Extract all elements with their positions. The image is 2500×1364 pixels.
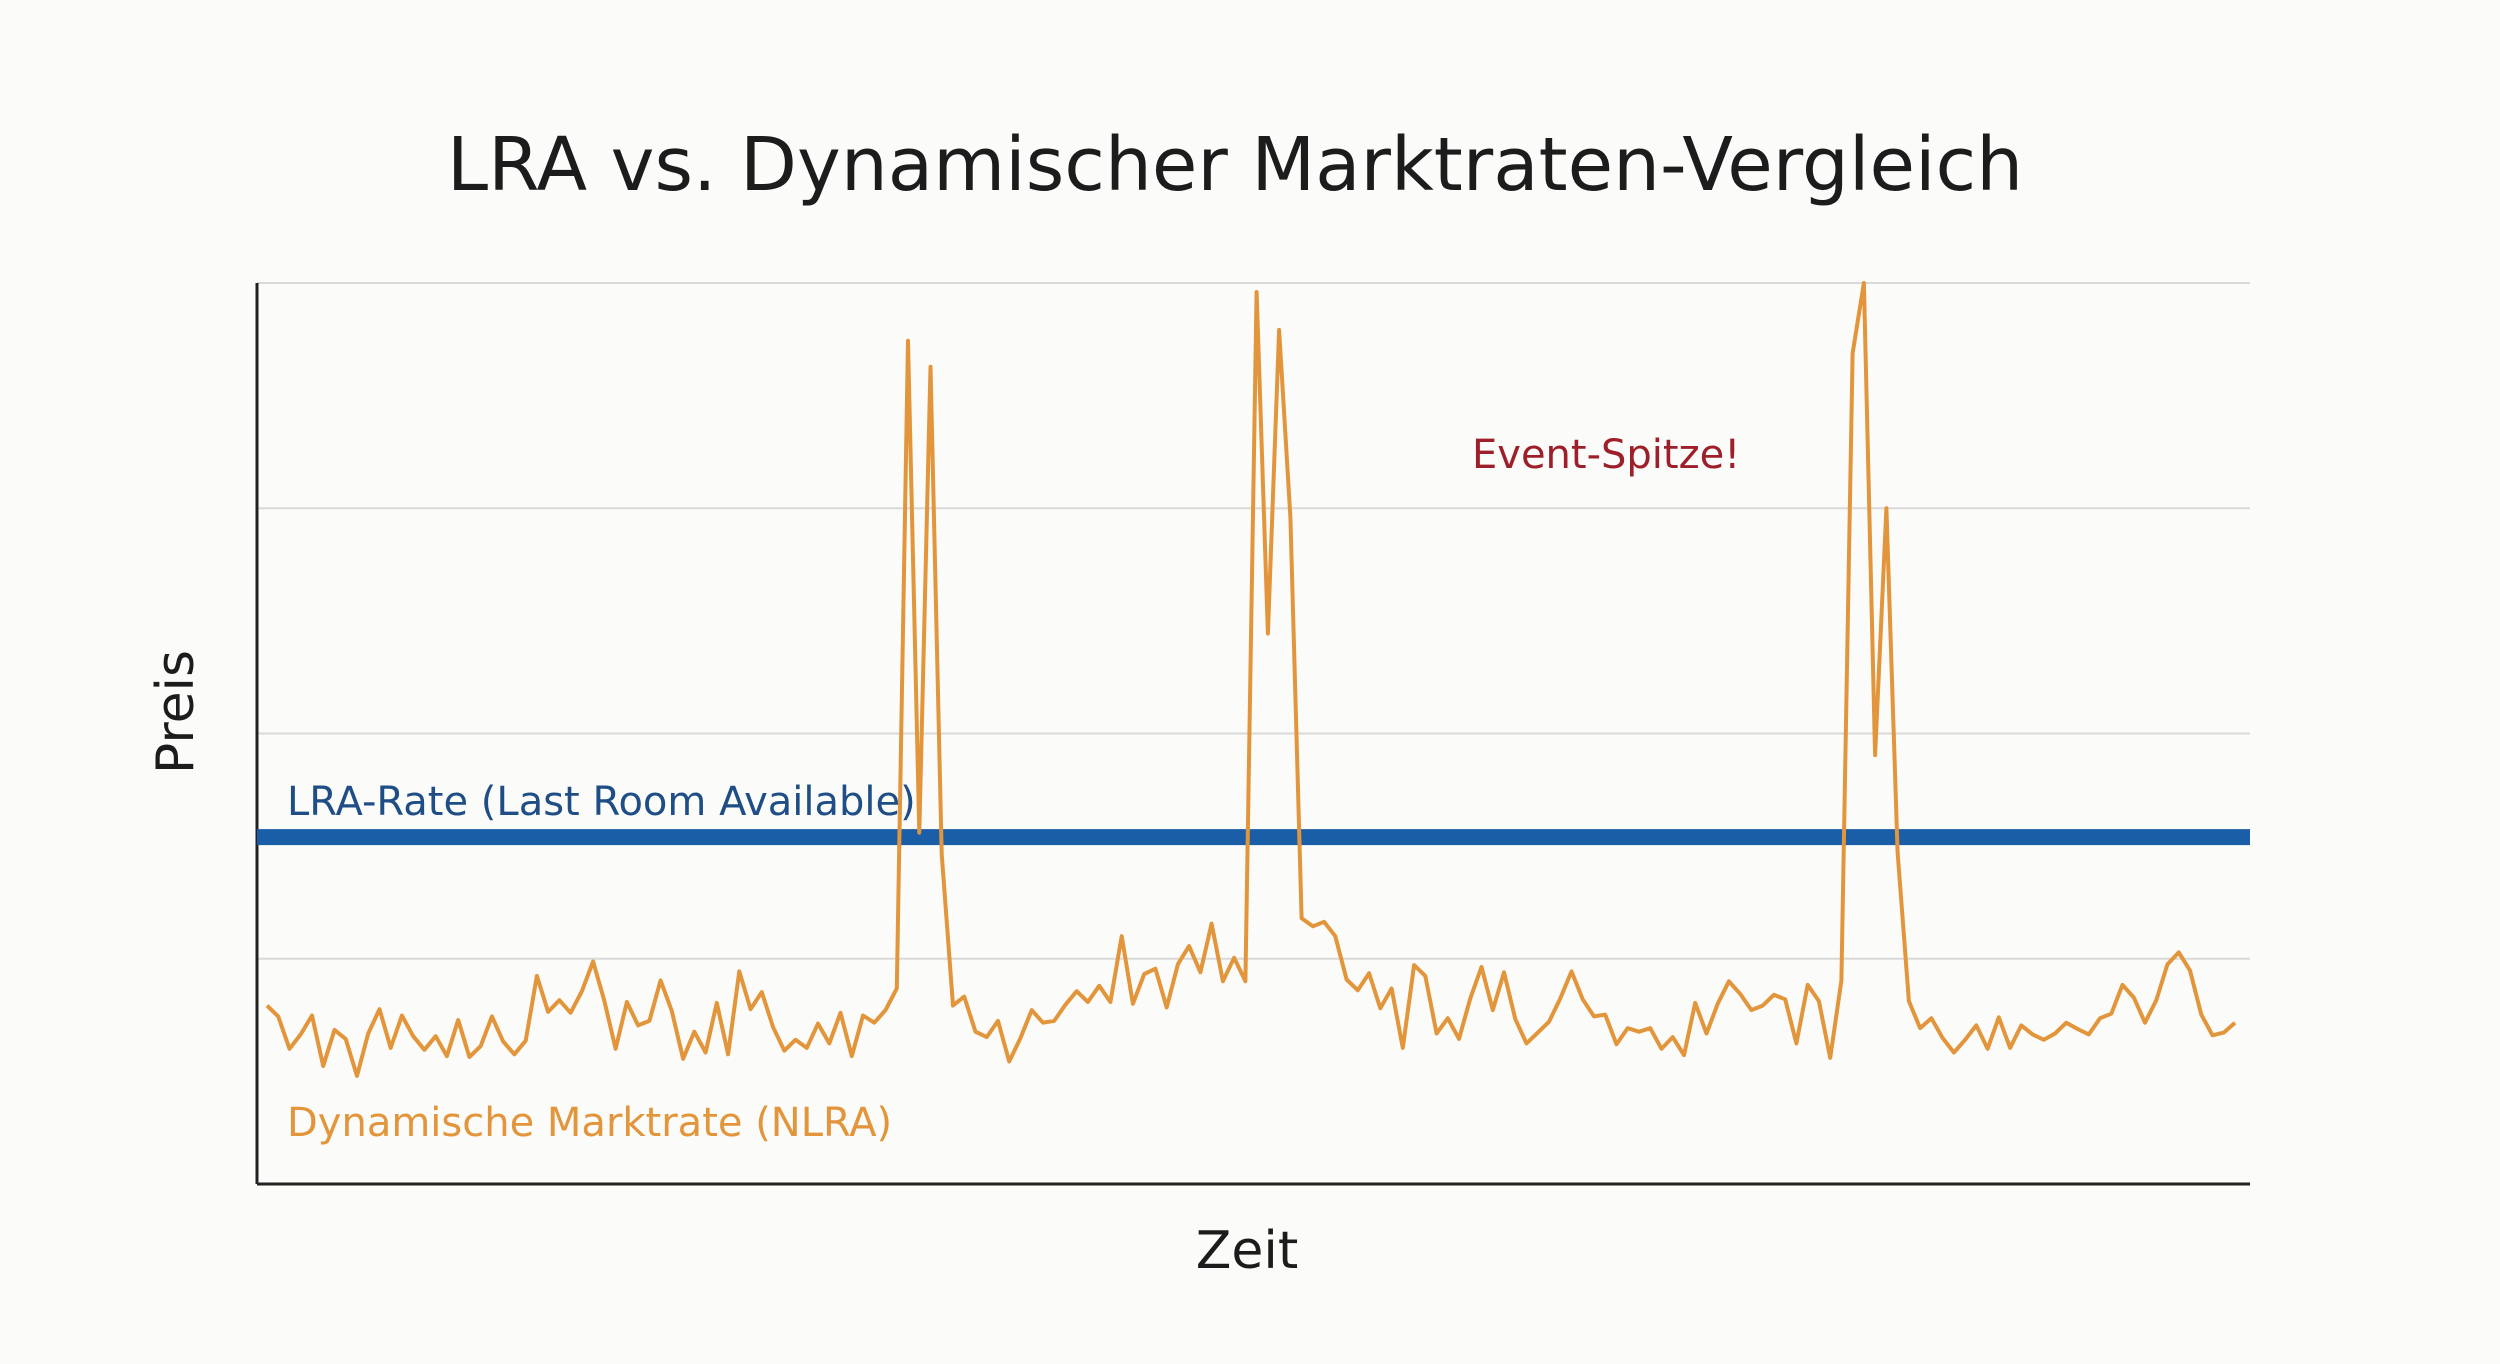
y-axis-label: Preis <box>146 650 206 774</box>
lra-series-line <box>257 829 2250 846</box>
x-axis-label: Zeit <box>1196 1221 1298 1281</box>
nlra-series-line <box>265 281 2237 1078</box>
event-spike-annotation: Event-Spitze! <box>1472 432 1740 478</box>
lra-series-label: LRA-Rate (Last Room Available) <box>287 779 916 825</box>
nlra-series-label: Dynamische Marktrate (NLRA) <box>287 1100 892 1146</box>
chart-title: LRA vs. Dynamischer Marktraten-Vergleich <box>447 122 2023 208</box>
